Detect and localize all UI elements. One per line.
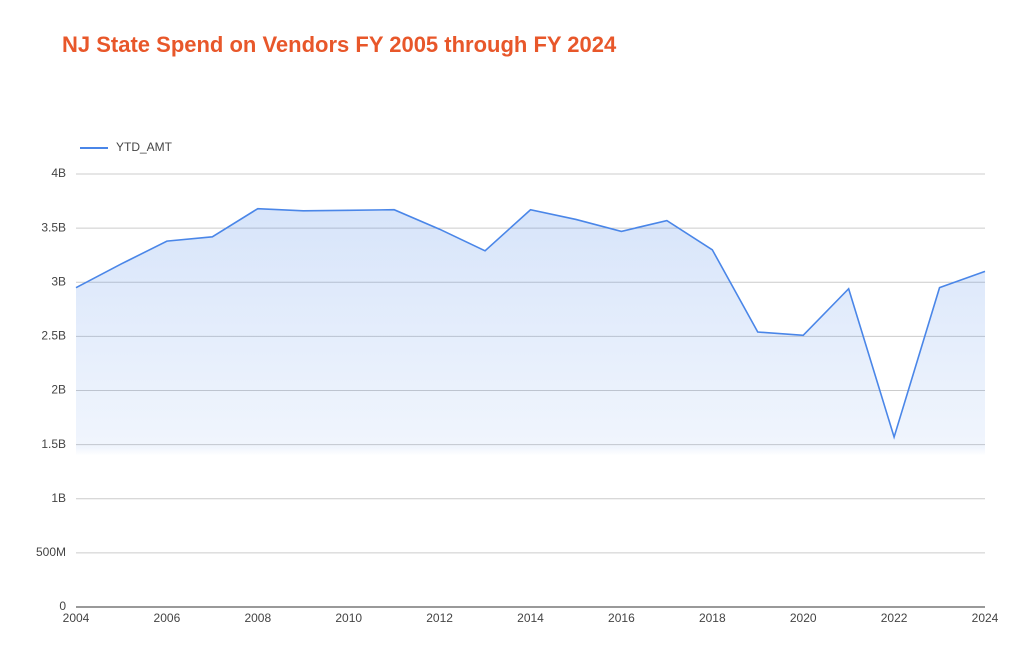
x-tick-label: 2004 xyxy=(63,611,90,625)
y-tick-label: 500M xyxy=(36,545,66,559)
series-line xyxy=(75,207,986,440)
x-tick-label: 2016 xyxy=(608,611,635,625)
y-tick-label: 2B xyxy=(51,383,66,397)
x-tick-label: 2012 xyxy=(426,611,453,625)
x-tick-label: 2006 xyxy=(154,611,181,625)
x-tick-label: 2008 xyxy=(244,611,271,625)
y-tick-label: 3B xyxy=(51,274,66,288)
x-tick-label: 2022 xyxy=(881,611,908,625)
x-tick-label: 2018 xyxy=(699,611,726,625)
chart-title: NJ State Spend on Vendors FY 2005 throug… xyxy=(62,32,617,57)
area-fill xyxy=(76,208,985,607)
y-tick-label: 4B xyxy=(51,166,66,180)
y-tick-label: 1B xyxy=(51,491,66,505)
y-tick-label: 0 xyxy=(59,599,66,613)
x-tick-label: 2010 xyxy=(335,611,362,625)
y-tick-label: 3.5B xyxy=(41,220,66,234)
legend-label: YTD_AMT xyxy=(116,140,173,154)
y-tick-label: 2.5B xyxy=(41,329,66,343)
x-tick-label: 2020 xyxy=(790,611,817,625)
x-tick-label: 2024 xyxy=(972,611,999,625)
x-tick-label: 2014 xyxy=(517,611,544,625)
y-tick-label: 1.5B xyxy=(41,437,66,451)
